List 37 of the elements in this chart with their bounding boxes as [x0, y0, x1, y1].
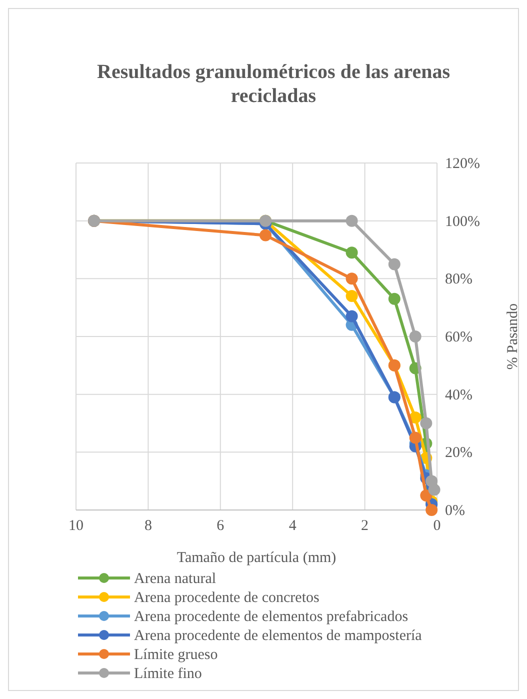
legend-label: Límite grueso — [134, 647, 218, 663]
point — [346, 290, 358, 302]
legend-label: Arena procedente de elementos prefabricados — [134, 609, 408, 625]
point — [409, 330, 422, 342]
y-tick-label: 40% — [445, 387, 472, 404]
y-axis-title: % Pasando — [505, 303, 521, 370]
x-axis-title: Tamaño de partícula (mm) — [176, 550, 336, 566]
point — [428, 484, 440, 496]
point — [426, 504, 438, 516]
x-tick-label: 0 — [433, 518, 441, 534]
y-tick-label: 20% — [445, 445, 472, 462]
x-tick-label: 8 — [144, 518, 152, 534]
legend-label: Arena procedente de elementos de mampostería — [134, 628, 422, 644]
point — [346, 246, 358, 259]
point — [260, 229, 272, 242]
point — [346, 214, 358, 227]
y-tick-label: 80% — [445, 272, 472, 288]
y-tick-label: 100% — [445, 214, 480, 230]
point — [388, 292, 400, 305]
point — [388, 258, 400, 270]
point — [420, 490, 432, 502]
x-tick-label: 10 — [68, 518, 84, 534]
legend-label: Arena natural — [134, 571, 216, 587]
x-tick-label: 2 — [361, 518, 369, 534]
chart-title: Resultados granulométricos de las arenas recicladas — [97, 61, 450, 107]
y-tick-label: 60% — [445, 330, 472, 346]
y-tick-label: 0% — [445, 503, 465, 519]
point — [420, 417, 432, 430]
point — [346, 310, 358, 322]
x-tick-label: 4 — [288, 518, 297, 534]
legend-label: Arena procedente de concretos — [134, 590, 320, 606]
x-tick-label: 6 — [216, 518, 225, 534]
legend-label: Límite fino — [134, 666, 202, 682]
point — [346, 272, 358, 285]
y-tick-label: 120% — [445, 156, 480, 172]
point — [409, 432, 422, 444]
point — [409, 411, 422, 424]
